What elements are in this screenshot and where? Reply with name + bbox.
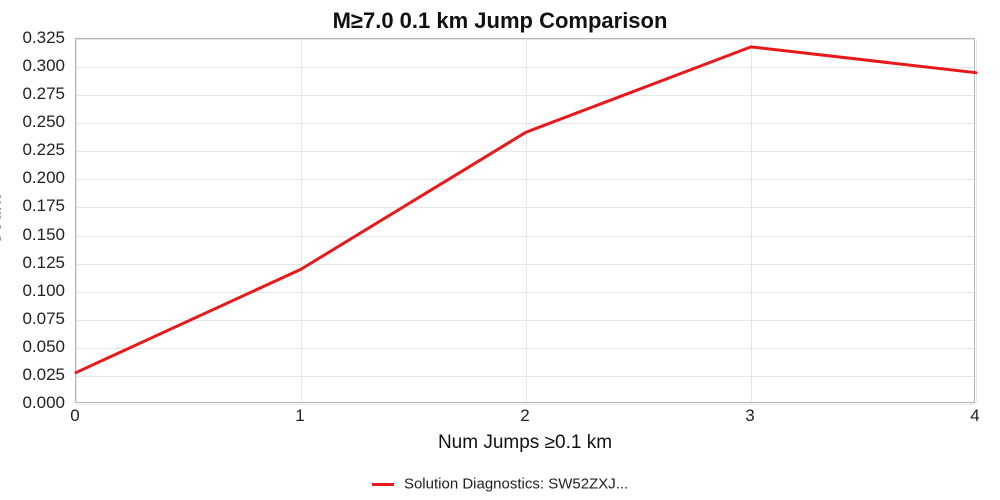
y-axis-tick-label: 0.050 [0,337,65,357]
y-axis-tick-label: 0.325 [0,28,65,48]
y-axis-tick-label: 0.250 [0,112,65,132]
y-axis-tick-label: 0.200 [0,168,65,188]
chart-title: M≥7.0 0.1 km Jump Comparison [0,8,1000,34]
y-axis-tick-label: 0.275 [0,84,65,104]
x-axis-tick-label: 4 [960,406,990,426]
y-axis-tick-label: 0.300 [0,56,65,76]
chart-legend[interactable]: Solution Diagnostics: SW52ZXJ... [0,475,1000,493]
gridline-horizontal [76,404,974,405]
x-axis-tick-label: 3 [735,406,765,426]
legend-label: Solution Diagnostics: SW52ZXJ... [404,476,628,493]
gridline-vertical [976,39,977,402]
chart-container: M≥7.0 0.1 km Jump Comparison 0.000 0.025 0… [0,0,1000,500]
line-series-plot [76,39,974,402]
x-axis-tick-label: 0 [60,406,90,426]
y-axis-tick-label: 0.075 [0,309,65,329]
x-axis-title: Num Jumps ≥0.1 km [75,432,975,454]
x-axis-tick-label: 1 [285,406,315,426]
y-axis-tick-label: 0.000 [0,393,65,413]
y-axis-tick-label: 0.225 [0,140,65,160]
legend-line-swatch [372,483,394,486]
y-axis-tick-label: 0.100 [0,281,65,301]
y-axis-title: Count [0,206,178,236]
x-axis-tick-label: 2 [510,406,540,426]
plot-area [75,38,975,403]
y-axis-tick-label: 0.125 [0,253,65,273]
y-axis-tick-label: 0.025 [0,365,65,385]
